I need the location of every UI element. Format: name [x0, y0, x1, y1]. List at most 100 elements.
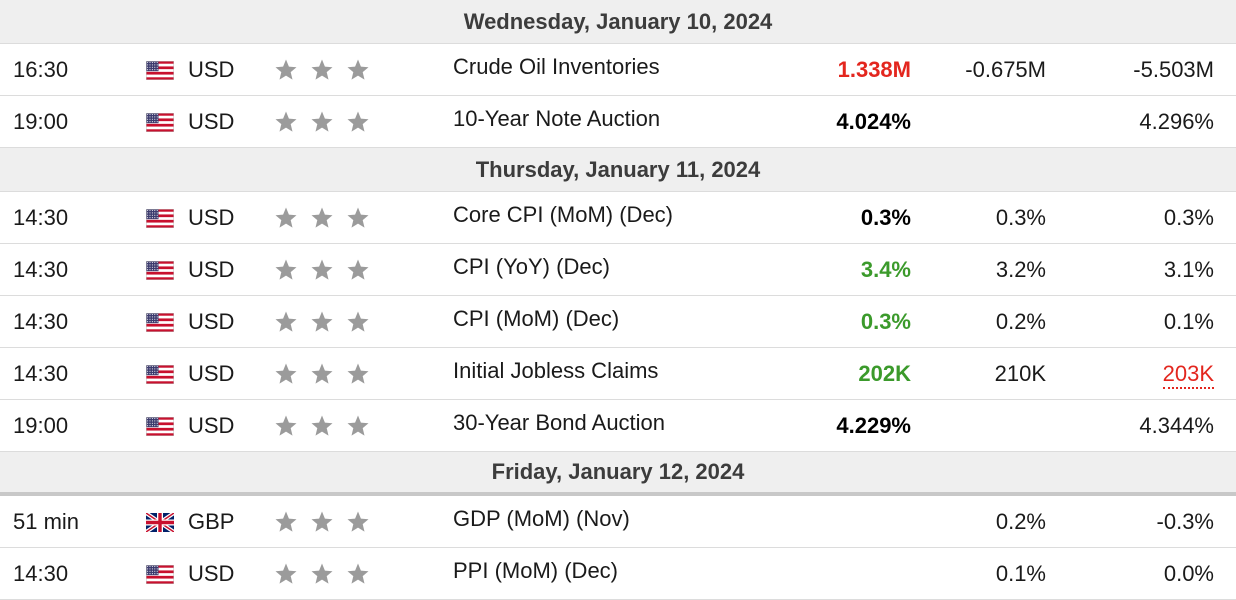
- day-label: Thursday, January 11, 2024: [475, 156, 761, 182]
- actual-value: 0.3%: [860, 309, 911, 334]
- importance-stars: [274, 510, 370, 534]
- currency-code: USD: [188, 361, 235, 386]
- us-flag-icon: [146, 365, 174, 384]
- event-name-link[interactable]: PPI (MoM) (Dec): [453, 558, 618, 583]
- day-label: Wednesday, January 10, 2024: [463, 8, 773, 34]
- previous-value[interactable]: 203K: [1162, 361, 1214, 389]
- us-flag-icon: [146, 565, 174, 584]
- event-time: 14:30: [13, 257, 69, 282]
- event-time: 16:30: [13, 57, 69, 82]
- forecast-value: 0.1%: [995, 561, 1046, 586]
- importance-stars: [274, 362, 370, 386]
- event-name-link[interactable]: 30-Year Bond Auction: [453, 410, 666, 435]
- actual-value: 3.4%: [860, 257, 911, 282]
- previous-value: 3.1%: [1163, 257, 1214, 282]
- currency-code: USD: [188, 109, 235, 134]
- us-flag-icon: [146, 417, 174, 436]
- event-name-link[interactable]: CPI (YoY) (Dec): [453, 254, 610, 279]
- importance-stars: [274, 562, 370, 586]
- currency-code: USD: [188, 205, 235, 230]
- day-label: Friday, January 12, 2024: [491, 459, 745, 484]
- forecast-value: 0.2%: [995, 509, 1046, 534]
- star-icon: [274, 58, 298, 82]
- day-header: Wednesday, January 10, 2024: [0, 0, 1236, 44]
- table-row[interactable]: 14:30 USD PPI (MoM) (Dec) 0.1% 0.0%: [0, 548, 1236, 600]
- importance-stars: [274, 110, 370, 134]
- star-icon: [274, 110, 298, 134]
- table-row[interactable]: 14:30 USD Initial Jobless Claims 202K 21…: [0, 348, 1236, 400]
- star-icon: [310, 510, 334, 534]
- star-icon: [346, 510, 370, 534]
- table-row[interactable]: 14:30 USD CPI (MoM) (Dec) 0.3% 0.2% 0.1%: [0, 296, 1236, 348]
- star-icon: [310, 562, 334, 586]
- star-icon: [310, 110, 334, 134]
- event-time: 19:00: [13, 413, 69, 438]
- currency-code: USD: [188, 561, 235, 586]
- star-icon: [310, 206, 334, 230]
- star-icon: [346, 206, 370, 230]
- currency-code: USD: [188, 257, 235, 282]
- us-flag-icon: [146, 261, 174, 280]
- event-time: 14:30: [13, 561, 69, 586]
- currency-code: USD: [188, 413, 235, 438]
- previous-value: -0.3%: [1156, 509, 1214, 534]
- forecast-value: 0.2%: [995, 309, 1046, 334]
- star-icon: [346, 310, 370, 334]
- day-header: Thursday, January 11, 2024: [0, 148, 1236, 192]
- importance-stars: [274, 58, 370, 82]
- forecast-value: 0.3%: [995, 205, 1046, 230]
- actual-value: 1.338M: [837, 57, 911, 82]
- star-icon: [346, 562, 370, 586]
- actual-value: 202K: [858, 361, 911, 386]
- day-header: Friday, January 12, 2024: [0, 452, 1236, 496]
- star-icon: [274, 206, 298, 230]
- table-row[interactable]: 14:30 USD CPI (YoY) (Dec) 3.4% 3.2% 3.1%: [0, 244, 1236, 296]
- table-row[interactable]: 51 min GBP GDP (MoM) (Nov) 0.2% -0.3%: [0, 496, 1236, 548]
- previous-value: 0.1%: [1163, 309, 1214, 334]
- star-icon: [274, 258, 298, 282]
- event-time: 19:00: [13, 109, 69, 134]
- star-icon: [346, 414, 370, 438]
- star-icon: [274, 414, 298, 438]
- event-name-link[interactable]: Crude Oil Inventories: [453, 54, 660, 79]
- previous-value: 0.0%: [1163, 561, 1214, 586]
- event-time: 14:30: [13, 309, 69, 334]
- star-icon: [346, 110, 370, 134]
- star-icon: [310, 58, 334, 82]
- event-name-link[interactable]: Initial Jobless Claims: [453, 358, 659, 383]
- event-time: 14:30: [13, 361, 69, 386]
- star-icon: [310, 362, 334, 386]
- currency-code: GBP: [188, 509, 235, 534]
- previous-value: -5.503M: [1133, 57, 1214, 82]
- event-name-link[interactable]: Core CPI (MoM) (Dec): [453, 202, 674, 227]
- event-name-link[interactable]: 10-Year Note Auction: [453, 106, 661, 131]
- star-icon: [274, 310, 298, 334]
- table-row[interactable]: 16:30 USD Crude Oil Inventories 1.338M -…: [0, 44, 1236, 96]
- table-row[interactable]: 19:00 USD 30-Year Bond Auction 4.229% 4.…: [0, 400, 1236, 452]
- actual-value: 4.024%: [836, 109, 911, 134]
- table-row[interactable]: 14:30 USD Core CPI (MoM) (Dec) 0.3% 0.3%…: [0, 192, 1236, 244]
- star-icon: [274, 562, 298, 586]
- previous-value: 0.3%: [1163, 205, 1214, 230]
- star-icon: [346, 58, 370, 82]
- forecast-value: 3.2%: [995, 257, 1046, 282]
- event-name-link[interactable]: GDP (MoM) (Nov): [453, 506, 630, 531]
- uk-flag-icon: [146, 513, 174, 532]
- actual-value: 0.3%: [860, 205, 911, 230]
- currency-code: USD: [188, 57, 235, 82]
- us-flag-icon: [146, 209, 174, 228]
- previous-value: 4.344%: [1139, 413, 1214, 438]
- previous-value: 4.296%: [1139, 109, 1214, 134]
- table-row[interactable]: 19:00 USD 10-Year Note Auction 4.024% 4.…: [0, 96, 1236, 148]
- star-icon: [274, 362, 298, 386]
- star-icon: [346, 258, 370, 282]
- importance-stars: [274, 206, 370, 230]
- currency-code: USD: [188, 309, 235, 334]
- star-icon: [274, 510, 298, 534]
- event-name-link[interactable]: CPI (MoM) (Dec): [453, 306, 620, 331]
- star-icon: [310, 414, 334, 438]
- star-icon: [310, 310, 334, 334]
- event-time: 14:30: [13, 205, 69, 230]
- us-flag-icon: [146, 61, 174, 80]
